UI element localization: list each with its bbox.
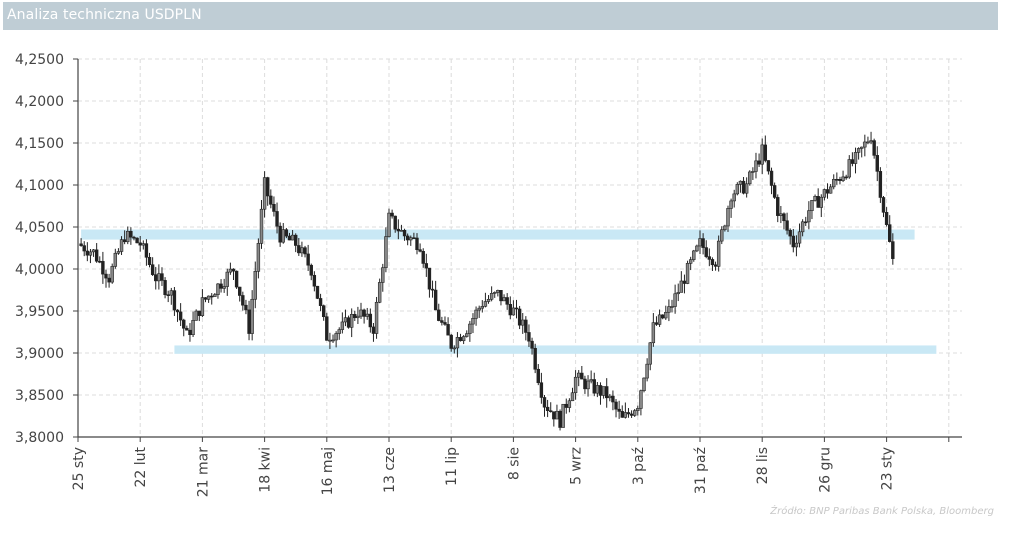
y-tick-label: 3,9000 [15,346,64,362]
y-tick-label: 4,0500 [15,220,64,236]
price-candles [79,131,895,431]
x-tick-label: 8 sie [506,447,522,480]
source-note: Źródło: BNP Paribas Bank Polska, Bloombe… [770,506,994,517]
support-resistance-bands [81,229,937,354]
y-tick-label: 4,1500 [15,136,64,152]
x-tick-label: 16 maj [320,447,336,495]
y-tick-label: 4,0000 [15,262,64,278]
x-tick-label: 3 paź [631,447,647,485]
x-tick-label: 22 lut [133,447,149,488]
x-tick-label: 18 kwi [258,447,274,493]
support-band [174,345,937,354]
grid-lines [78,58,962,437]
x-tick-label: 21 mar [195,447,211,497]
x-tick-label: 5 wrz [569,447,585,485]
y-tick-label: 3,8000 [15,430,64,446]
chart-title-bar: Analiza techniczna USDPLN [3,2,998,30]
y-tick-label: 4,1000 [15,178,64,194]
resistance-band [81,229,915,240]
x-tick-label: 13 cze [382,447,398,493]
y-tick-label: 4,2500 [15,52,64,68]
y-axis-labels: 4,2500 4,2000 4,1500 4,1000 4,0500 4,0000 3,95… [15,52,64,446]
y-tick-label: 4,2000 [15,94,64,110]
x-tick-label: 26 gru [817,447,833,493]
x-tick-label: 25 sty [71,447,87,490]
y-tick-label: 3,9500 [15,304,64,320]
chart-title: Analiza techniczna USDPLN [7,7,202,23]
x-tick-label: 11 lip [444,447,460,486]
x-tick-label: 28 lis [755,447,771,484]
x-axis-labels: 25 sty 22 lut 21 mar 18 kwi 16 maj 13 cze 11 l… [71,447,896,498]
axes [73,58,962,442]
y-tick-label: 3,8500 [15,388,64,404]
x-tick-label: 31 paź [693,447,709,494]
x-tick-label: 23 sty [880,447,896,490]
